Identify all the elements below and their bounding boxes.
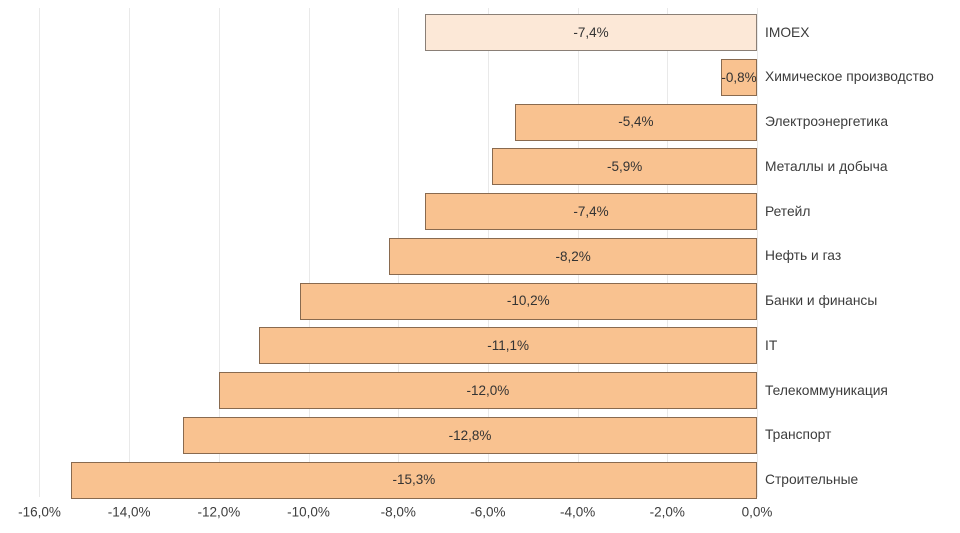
- gridline: [129, 8, 131, 497]
- x-axis-tick-label: -6,0%: [470, 504, 506, 520]
- bar: -12,0%: [218, 372, 757, 409]
- bar-value-label: -12,8%: [448, 427, 492, 443]
- category-label: Электроэнергетика: [765, 114, 889, 130]
- gridline: [218, 8, 220, 497]
- bar-value-label: -5,4%: [618, 114, 654, 130]
- bar-value-label: -11,1%: [487, 338, 529, 353]
- category-label: Ретейл: [765, 203, 811, 219]
- x-axis-tick-label: 0,0%: [741, 504, 773, 520]
- bar-value-label: -5,9%: [607, 159, 643, 174]
- bar: -10,2%: [299, 282, 757, 320]
- gridline: [308, 8, 310, 497]
- x-axis-tick-label: -2,0%: [649, 504, 685, 520]
- bar: -0,8%: [721, 58, 757, 96]
- bar-value-label: -7,4%: [573, 203, 609, 219]
- x-axis-tick-label: -16,0%: [18, 504, 61, 520]
- bar: -5,4%: [514, 103, 757, 141]
- bar: -7,4%: [425, 14, 757, 51]
- bar: -7,4%: [425, 193, 757, 230]
- x-axis-tick-label: -8,0%: [380, 504, 416, 520]
- category-label: Металлы и добыча: [765, 158, 888, 174]
- category-label: Транспорт: [765, 427, 832, 443]
- x-axis-tick-label: -4,0%: [559, 504, 596, 520]
- gridline: [39, 8, 41, 497]
- bar: -5,9%: [492, 148, 757, 186]
- category-label: IMOEX: [765, 24, 810, 40]
- bar-value-label: -10,2%: [506, 293, 550, 309]
- category-label: IT: [765, 337, 778, 353]
- bar-value-label: -7,4%: [573, 24, 609, 40]
- bar: -12,8%: [182, 416, 757, 454]
- bar: -11,1%: [259, 327, 757, 365]
- gridline: [757, 8, 758, 497]
- bar: -15,3%: [70, 461, 757, 499]
- bar-value-label: -8,2%: [555, 248, 591, 264]
- bar-value-label: -0,8%: [721, 69, 757, 85]
- category-label: Химическое производство: [765, 69, 934, 85]
- bar: -8,2%: [389, 237, 757, 275]
- bar-value-label: -15,3%: [392, 472, 436, 488]
- x-axis-tick-label: -10,0%: [287, 504, 330, 520]
- category-label: Нефть и газ: [765, 248, 842, 264]
- category-label: Банки и финансы: [765, 293, 878, 309]
- x-axis-tick-label: -14,0%: [107, 504, 151, 520]
- category-label: Телекоммуникация: [765, 382, 888, 398]
- category-label: Строительные: [765, 472, 859, 488]
- bar-value-label: -12,0%: [466, 382, 510, 398]
- x-axis-tick-label: -12,0%: [197, 504, 241, 520]
